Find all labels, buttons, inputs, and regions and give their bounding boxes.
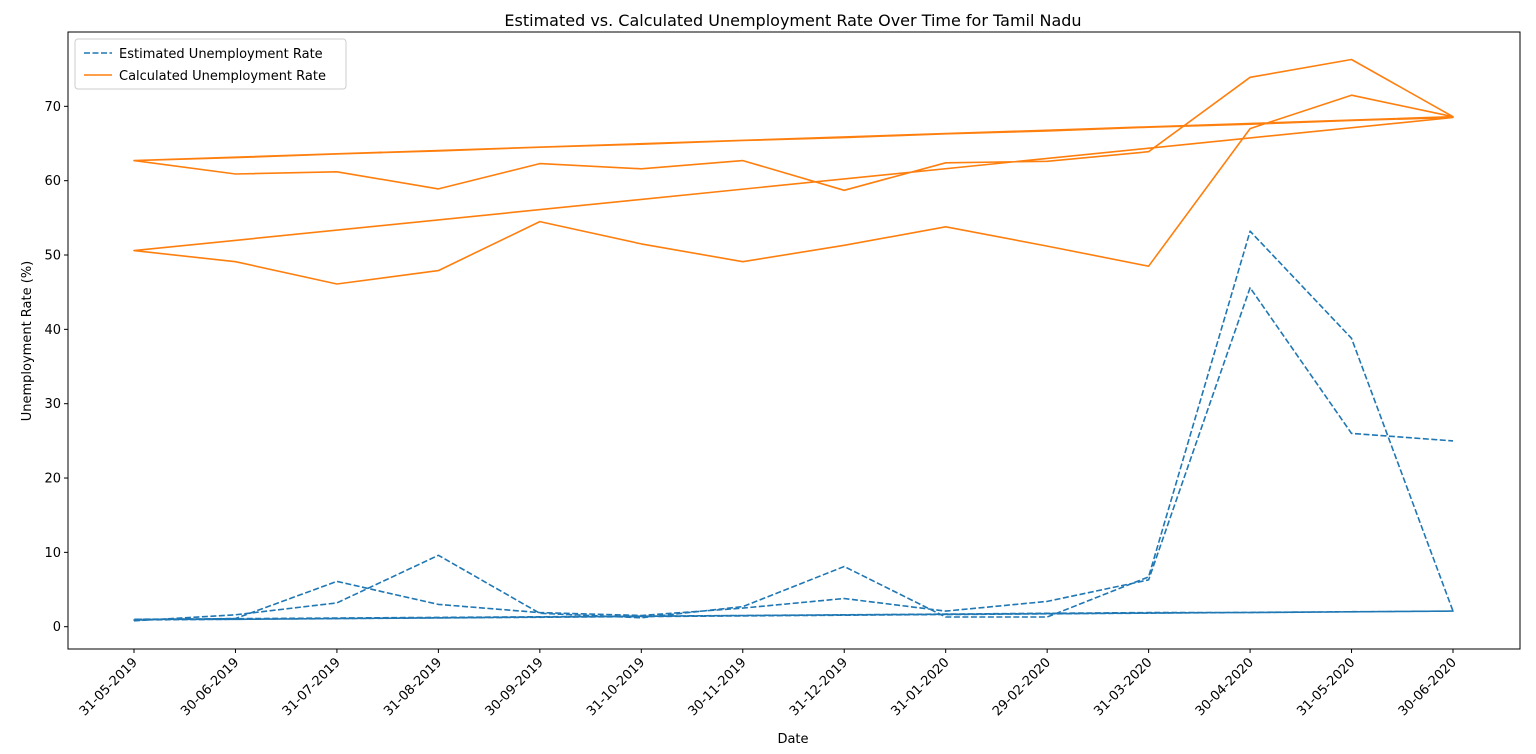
series-estimated-line [133, 230, 1454, 622]
y-tick-label: 20 [44, 472, 61, 487]
chart-title: Estimated vs. Calculated Unemployment Ra… [504, 11, 1081, 30]
series-layer [133, 58, 1454, 622]
y-tick-label: 10 [44, 546, 61, 561]
y-axis: 0 10 20 30 40 50 60 70 [44, 100, 68, 635]
x-tick-label: 31-10-2019 [584, 655, 648, 719]
y-axis-title: Unemployment Rate (%) [20, 261, 35, 422]
y-tick-label: 50 [44, 249, 61, 264]
y-tick-label: 60 [44, 174, 61, 189]
plot-frame [67, 31, 1521, 650]
x-tick-label: 30-06-2020 [1396, 655, 1460, 719]
y-tick-label: 30 [44, 397, 61, 412]
x-axis: 31-05-2019 30-06-2019 31-07-2019 31-08-2019… [77, 649, 1460, 719]
x-tick-label: 31-12-2019 [787, 655, 851, 719]
x-axis-title: Date [777, 732, 808, 747]
x-tick-label: 29-02-2020 [990, 655, 1054, 719]
x-tick-label: 31-07-2019 [280, 655, 344, 719]
x-tick-label: 31-03-2020 [1091, 655, 1155, 719]
x-tick-label: 30-06-2019 [178, 655, 242, 719]
x-tick-label: 31-05-2020 [1294, 655, 1358, 719]
x-tick-label: 30-04-2020 [1193, 655, 1257, 719]
legend-box [74, 38, 347, 90]
x-tick-label: 30-09-2019 [483, 655, 547, 719]
y-tick-label: 40 [44, 323, 61, 338]
plot-area [68, 32, 1520, 649]
x-tick-label: 30-11-2019 [686, 655, 750, 719]
legend-calculated-label: Calculated Unemployment Rate [119, 69, 326, 84]
y-tick-label: 70 [44, 100, 61, 115]
legend-estimated-label: Estimated Unemployment Rate [119, 47, 323, 62]
x-tick-label: 31-08-2019 [381, 655, 445, 719]
y-tick-label: 0 [53, 620, 61, 635]
x-tick-label: 31-01-2020 [888, 655, 952, 719]
series-calculated-line [133, 58, 1454, 285]
x-tick-label: 31-05-2019 [77, 655, 141, 719]
legend: Estimated Unemployment Rate Calculated U… [74, 38, 347, 90]
